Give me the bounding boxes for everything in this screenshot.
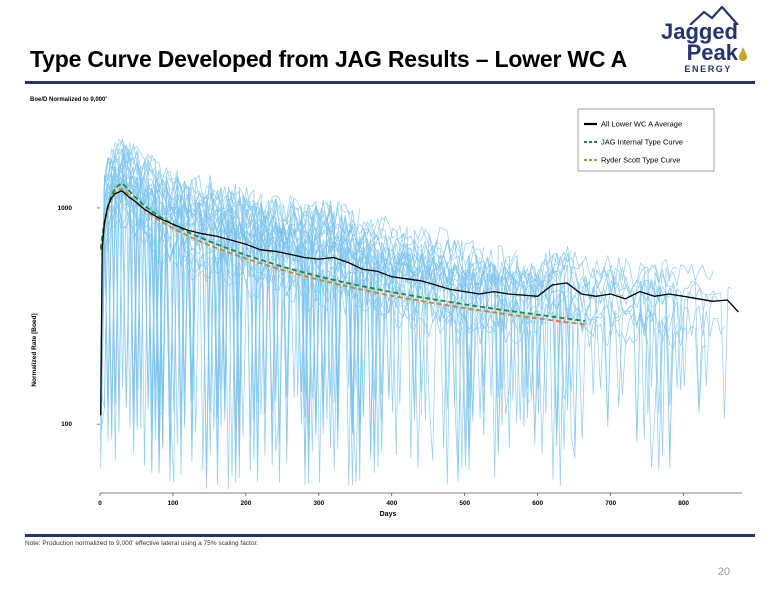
well-trace — [100, 189, 423, 489]
x-tick-label: 300 — [313, 500, 324, 507]
well-trace — [100, 178, 678, 476]
x-tick-label: 600 — [532, 500, 543, 507]
chart-area: Boe/D Normalized to 9,000' 0 100 200 300 400… — [0, 88, 776, 528]
x-tick-label: 100 — [168, 500, 179, 507]
corner-units-label: Boe/D Normalized to 9,000' — [30, 97, 107, 103]
axes-layer: 0 100 200 300 400 500 600 700 800 100 1000 — [58, 205, 742, 507]
y-tick-label: 100 — [61, 421, 72, 428]
type-curve-chart: Boe/D Normalized to 9,000' 0 100 200 300 400… — [30, 97, 742, 518]
x-axis-label: Days — [380, 511, 397, 518]
well-trace — [100, 148, 375, 450]
well-trace — [100, 189, 423, 473]
x-tick-label: 0 — [98, 500, 102, 507]
well-trace — [100, 161, 714, 485]
logo-word-2: Peak — [686, 40, 738, 65]
x-tick-label: 700 — [605, 500, 616, 507]
company-logo: Jagged Peak ENERGY — [661, 5, 752, 77]
footnote: Note: Production normalized to 9,000' ef… — [25, 540, 259, 547]
y-axis-label: Normalized Rate [Boed] — [31, 313, 38, 386]
well-trace — [100, 205, 671, 474]
series-line — [99, 182, 586, 322]
chart-legend: All Lower WC A Average JAG Internal Type … — [577, 108, 715, 172]
well-trace — [100, 149, 353, 483]
footer-divider — [25, 534, 755, 537]
logo-word-1: Jagged — [660, 19, 738, 44]
well-trace — [100, 206, 678, 455]
x-tick-label: 400 — [386, 500, 397, 507]
x-tick-label: 500 — [459, 500, 470, 507]
mountain-icon — [689, 5, 739, 25]
legend-label: Ryder Scott Type Curve — [601, 156, 680, 165]
well-trace — [100, 197, 590, 468]
legend-label: All Lower WC A Average — [601, 120, 682, 129]
individual-wells-layer — [100, 138, 732, 489]
well-trace — [100, 144, 517, 478]
legend-label: JAG Internal Type Curve — [601, 138, 683, 147]
series-line — [99, 187, 586, 326]
slide-title: Type Curve Developed from JAG Results – … — [30, 46, 628, 72]
series-layer — [99, 182, 739, 416]
oil-drop-icon — [739, 47, 747, 61]
page-number: 20 — [717, 566, 730, 578]
x-tick-label: 800 — [678, 500, 689, 507]
x-tick-label: 200 — [240, 500, 251, 507]
legend-box — [577, 108, 715, 172]
y-tick-label: 1000 — [58, 205, 73, 212]
series-line — [100, 190, 739, 416]
title-divider — [25, 81, 755, 84]
logo-word-3: ENERGY — [684, 64, 732, 74]
well-trace — [100, 140, 485, 470]
